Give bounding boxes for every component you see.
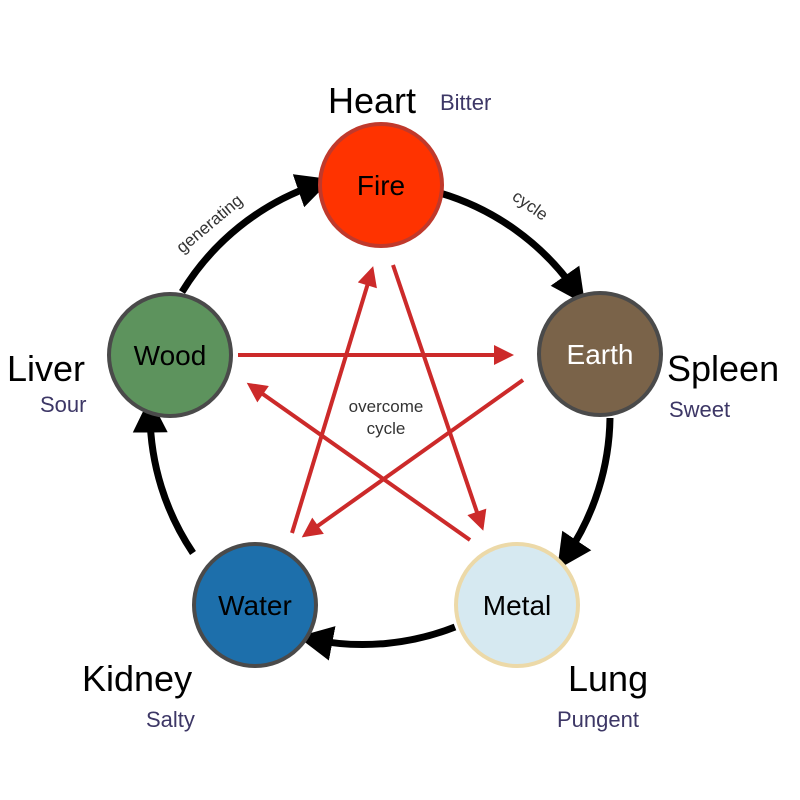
arrow-metal-to-wood <box>246 382 472 542</box>
node-metal: Metal <box>454 542 580 668</box>
arrow-water-to-fire <box>290 266 377 534</box>
node-earth: Earth <box>537 291 663 417</box>
taste-pungent: Pungent <box>557 707 639 732</box>
generating-label: generating <box>173 191 247 257</box>
organ-lung: Lung <box>568 658 648 699</box>
cycle-label: cycle <box>509 187 552 225</box>
earth-label: Earth <box>567 339 634 370</box>
taste-sour: Sour <box>40 392 86 417</box>
generating-cycle-arrows <box>132 174 614 661</box>
arrow-wood-to-fire <box>179 174 332 294</box>
water-label: Water <box>218 590 292 621</box>
arrow-water-to-wood <box>132 397 196 555</box>
node-wood: Wood <box>107 292 233 418</box>
earth-circle <box>537 291 663 417</box>
metal-circle <box>454 542 580 668</box>
node-fire: Fire <box>318 122 444 248</box>
overcome-cycle-arrows <box>238 264 525 542</box>
wood-label: Wood <box>134 340 207 371</box>
organ-liver: Liver <box>7 348 85 389</box>
arrow-earth-to-metal <box>557 417 614 570</box>
overcome-label-line2: cycle <box>367 419 406 438</box>
overcome-label-line1: overcome <box>349 397 424 416</box>
organ-spleen: Spleen <box>667 348 779 389</box>
wood-circle <box>107 292 233 418</box>
organ-kidney: Kidney <box>82 658 192 699</box>
organ-heart: Heart <box>328 80 416 121</box>
metal-label: Metal <box>483 590 551 621</box>
arrow-fire-to-earth <box>439 189 586 305</box>
node-water: Water <box>192 542 318 668</box>
fire-label: Fire <box>357 170 405 201</box>
taste-salty: Salty <box>146 707 195 732</box>
arrow-earth-to-water <box>301 378 525 538</box>
arrow-fire-to-metal <box>391 264 487 531</box>
water-circle <box>192 542 318 668</box>
taste-bitter: Bitter <box>440 90 491 115</box>
arrow-metal-to-water <box>297 623 457 661</box>
taste-sweet: Sweet <box>669 397 730 422</box>
fire-circle <box>318 122 444 248</box>
